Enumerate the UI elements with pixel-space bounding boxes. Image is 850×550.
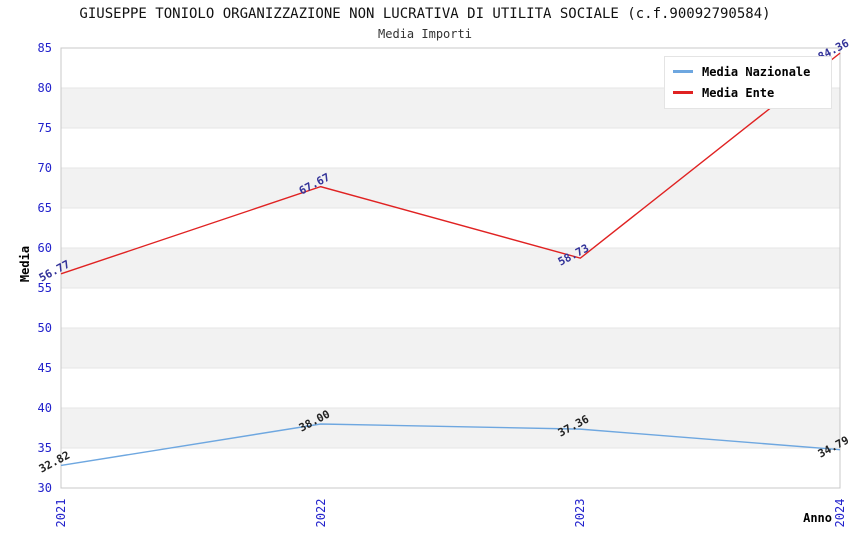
- x-tick-label: 2021: [54, 498, 68, 528]
- y-axis-title: Media: [18, 245, 32, 283]
- x-axis-title: Anno: [803, 511, 832, 525]
- y-tick-label: 55: [37, 281, 52, 295]
- legend-label-ente: Media Ente: [702, 85, 775, 100]
- legend: Media Nazionale Media Ente: [664, 56, 832, 109]
- plot-band: [61, 328, 840, 368]
- y-tick-label: 40: [37, 401, 52, 415]
- y-tick-label: 80: [37, 81, 52, 95]
- legend-label-nazionale: Media Nazionale: [702, 64, 811, 79]
- y-tick-label: 75: [37, 121, 52, 135]
- y-tick-label: 85: [37, 41, 52, 55]
- y-tick-label: 50: [37, 321, 52, 335]
- plot-frame: [60, 47, 841, 489]
- y-tick-label: 65: [37, 201, 52, 215]
- series-line-0: [60, 423, 841, 467]
- plot-band: [61, 248, 840, 288]
- legend-line-icon-ente: [673, 91, 693, 94]
- x-tick-label: 2023: [573, 498, 588, 528]
- y-tick-label: 30: [37, 481, 52, 495]
- plot-band: [61, 408, 840, 448]
- legend-item-media-nazionale: Media Nazionale: [673, 61, 823, 82]
- y-tick-label: 60: [37, 241, 52, 255]
- y-tick-label: 70: [37, 161, 52, 175]
- series-line-1: [60, 52, 841, 275]
- legend-line-icon-nazionale: [673, 70, 693, 73]
- x-tick-label: 2024: [833, 498, 847, 528]
- plot-band: [61, 168, 840, 208]
- chart-title: GIUSEPPE TONIOLO ORGANIZZAZIONE NON LUCR…: [79, 6, 771, 22]
- chart-subtitle: Media Importi: [378, 27, 472, 41]
- x-tick-label: 2022: [313, 498, 328, 528]
- legend-item-media-ente: Media Ente: [673, 82, 823, 103]
- y-tick-label: 35: [37, 441, 52, 455]
- y-tick-label: 45: [37, 361, 52, 375]
